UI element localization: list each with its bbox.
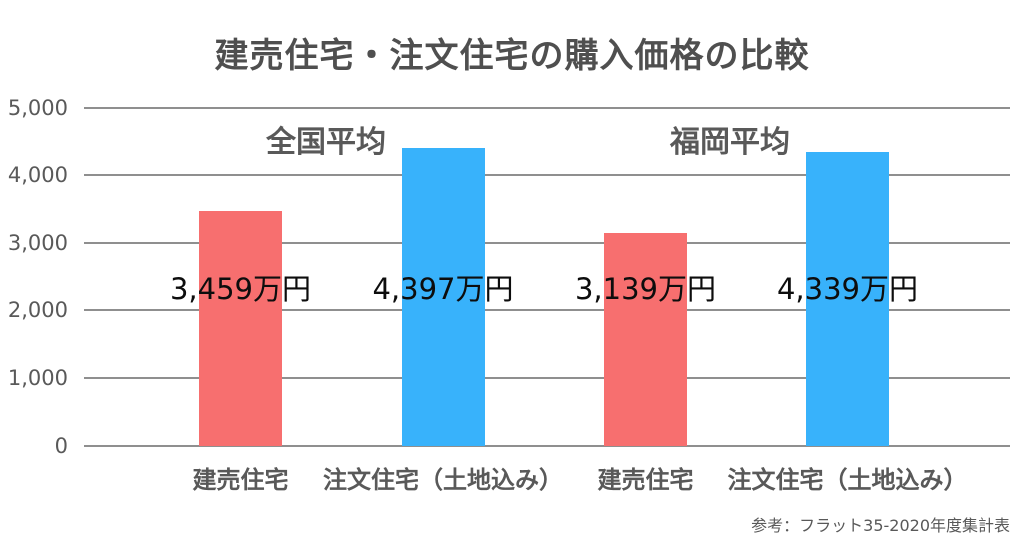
bar-category-label: 建売住宅 [597,466,694,494]
gridline [84,309,1010,312]
gridline [84,376,1010,379]
gridline [84,444,1010,447]
group-label: 全国平均 [266,125,386,160]
bar [401,147,485,446]
y-axis-tick-label: 1,000 [7,365,68,390]
chart-title: 建売住宅・注文住宅の購入価格の比較 [214,36,810,76]
y-axis-tick-label: 3,000 [7,230,68,255]
bar-category-label: 建売住宅 [192,466,289,494]
bar-category-label: 注文住宅（土地込み） [727,466,968,494]
bar-value-label: 4,397万円 [372,272,514,306]
bar-category-label: 注文住宅（土地込み） [323,466,563,494]
y-axis-tick-label: 4,000 [7,163,68,188]
y-axis-tick-label: 2,000 [7,298,68,323]
y-axis-tick-label: 0 [54,433,68,458]
gridline [84,106,1010,109]
bar [806,151,889,446]
y-axis-tick-label: 5,000 [7,95,68,120]
bar [604,233,687,446]
source-note: 参考：フラット35-2020年度集計表 [751,516,1010,535]
bar [199,211,282,446]
bar-value-label: 3,139万円 [574,272,717,306]
gridline [84,241,1010,244]
group-label: 福岡平均 [670,125,790,160]
bar-value-label: 4,339万円 [776,272,919,306]
bar-value-label: 3,459万円 [169,272,312,306]
gridline [84,174,1010,177]
